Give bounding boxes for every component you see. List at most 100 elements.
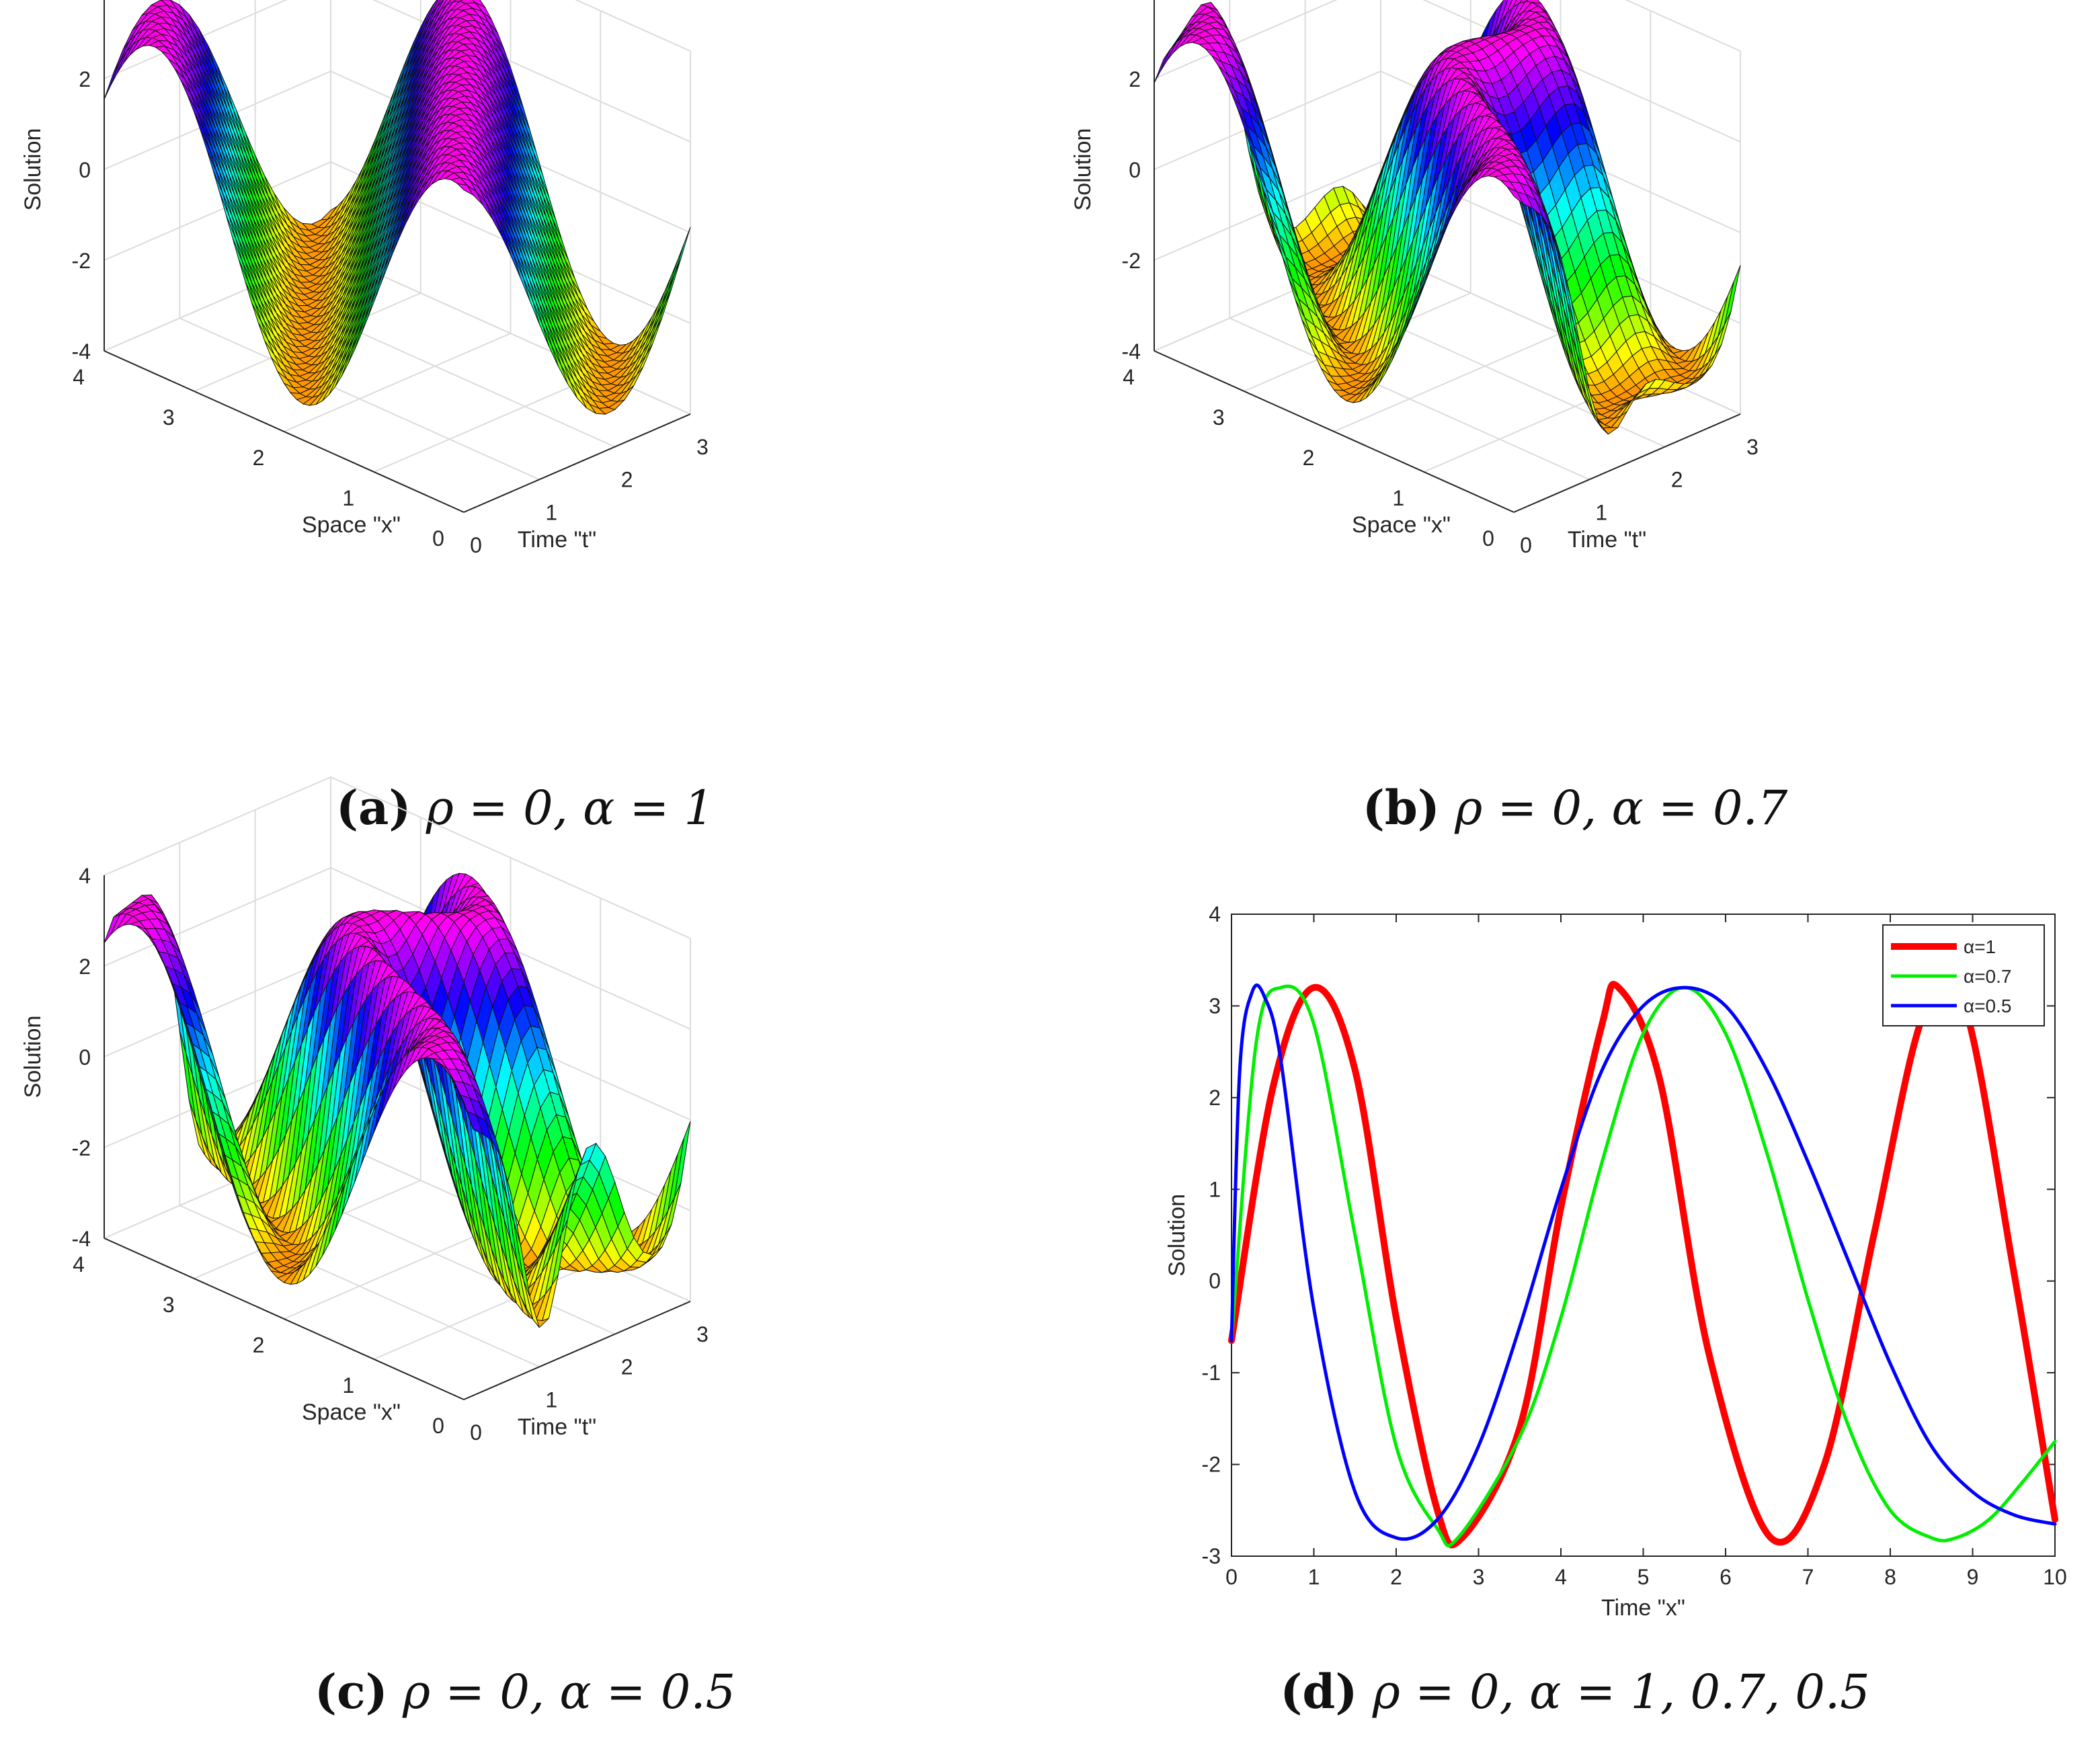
x-tick-label: 9 — [1967, 1565, 1979, 1589]
caption-c: (c) ρ = 0, α = 0.5 — [0, 1664, 1050, 1720]
z-tick-label: 4 — [79, 0, 91, 1]
t-axis-label: Time "t" — [1568, 527, 1646, 553]
z-tick-label: 0 — [79, 158, 91, 182]
t-axis-line — [463, 1301, 691, 1400]
ticks: 0 1 2 3 4 5 6 7 8 9 10 -3 -2 -1 0 1 2 3 4 — [1202, 902, 2067, 1589]
tick-labels: -4 -2 0 2 4 0 1 2 3 0 1 2 3 4 — [72, 0, 709, 557]
x-tick-label: 4 — [73, 365, 85, 389]
caption-b: (b) ρ = 0, α = 0.7 — [1050, 780, 2100, 836]
x-axis-label: Time "x" — [1601, 1595, 1685, 1621]
x-tick-label: 3 — [1473, 1565, 1485, 1589]
z-tick-label: -4 — [72, 1227, 91, 1251]
x-tick-label: 8 — [1884, 1565, 1896, 1589]
x-tick-label: 3 — [1213, 405, 1225, 430]
x-tick-label: 1 — [342, 486, 354, 510]
surface-plot-b: -4 -2 0 2 4 0 1 2 3 0 1 2 3 4 Solution Time "t" Space "x… — [1050, 0, 2100, 773]
surface-mesh — [1154, 0, 1741, 435]
t-axis-line — [463, 413, 691, 513]
surface-patch — [456, 183, 475, 196]
x-tick-label: 7 — [1802, 1565, 1814, 1589]
x-tick-label: 10 — [2043, 1565, 2067, 1589]
x-tick-label: 3 — [163, 1293, 175, 1317]
x-tick-label: 0 — [432, 1414, 444, 1438]
y-tick-label: -1 — [1202, 1361, 1221, 1385]
t-tick-label: 0 — [470, 533, 482, 557]
z-tick-label: 0 — [79, 1045, 91, 1069]
x-tick-label: 4 — [1555, 1565, 1567, 1589]
z-tick-label: 4 — [1129, 0, 1141, 1]
caption-b-tag: (b) — [1362, 780, 1440, 836]
x-axis-line — [1154, 350, 1515, 513]
y-axis-label: Solution — [1164, 1194, 1190, 1277]
z-tick-label: -2 — [1122, 249, 1141, 273]
surface-patch — [456, 1088, 474, 1130]
t-axis-label: Time "t" — [518, 527, 596, 553]
legend-label-0: α=1 — [1964, 936, 1996, 957]
y-tick-label: 0 — [1209, 1269, 1221, 1293]
z-tick-label: 2 — [1129, 67, 1141, 91]
x-tick-label: 2 — [1390, 1565, 1402, 1589]
z-tick-label: -2 — [72, 1136, 91, 1160]
surface-mesh — [104, 873, 691, 1328]
y-tick-label: 1 — [1209, 1177, 1221, 1201]
z-tick-label: -2 — [72, 249, 91, 273]
legend-label-1: α=0.7 — [1964, 966, 2011, 987]
x-tick-label: 0 — [1225, 1565, 1238, 1589]
caption-d-text: ρ = 0, α = 1, 0.7, 0.5 — [1372, 1664, 1870, 1720]
t-tick-label: 3 — [696, 1322, 709, 1346]
t-tick-label: 1 — [545, 1387, 557, 1412]
line-plot-d-canvas: 0 1 2 3 4 5 6 7 8 9 10 -3 -2 -1 0 1 2 3 4 Time "x" Solution α… — [1164, 902, 2067, 1621]
x-tick-label: 4 — [1123, 365, 1135, 389]
x-tick-label: 4 — [73, 1252, 85, 1277]
surface-plot-a: -4 -2 0 2 4 0 1 2 3 0 1 2 3 4 Solution Time "t" Space "x… — [0, 0, 1050, 773]
surface-mesh — [104, 0, 691, 415]
z-tick-label: 0 — [1129, 158, 1141, 182]
t-tick-label: 2 — [621, 468, 633, 492]
legend: α=1 α=0.7 α=0.5 — [1882, 924, 2045, 1026]
x-tick-label: 6 — [1720, 1565, 1732, 1589]
caption-c-text: ρ = 0, α = 0.5 — [403, 1664, 736, 1720]
x-tick-label: 0 — [432, 526, 444, 551]
legend-label-2: α=0.5 — [1964, 996, 2011, 1016]
z-tick-label: 2 — [79, 955, 91, 979]
caption-a: (a) ρ = 0, α = 1 — [0, 780, 1050, 836]
x-tick-label: 2 — [253, 446, 265, 470]
z-axis-label: Solution — [20, 1016, 46, 1098]
t-tick-label: 1 — [1595, 500, 1607, 524]
x-tick-label: 1 — [1308, 1565, 1320, 1589]
z-tick-label: 4 — [79, 864, 91, 888]
t-axis-label: Time "t" — [518, 1414, 596, 1440]
z-tick-label: -4 — [1122, 339, 1141, 364]
x-axis-label: Space "x" — [302, 1400, 401, 1425]
y-tick-label: 4 — [1209, 902, 1221, 926]
t-tick-label: 2 — [1671, 468, 1683, 492]
x-tick-label: 1 — [342, 1373, 354, 1398]
z-tick-label: 2 — [79, 67, 91, 91]
x-axis-line — [104, 350, 465, 513]
series-line-1 — [1229, 984, 2057, 1547]
z-tick-label: -4 — [72, 339, 91, 364]
y-tick-label: 2 — [1209, 1086, 1221, 1110]
x-tick-label: 1 — [1392, 486, 1404, 510]
surface-plot-c-canvas: -4 -2 0 2 4 0 1 2 3 0 1 2 3 4 Solution Time "t" Space "x… — [20, 776, 709, 1445]
t-tick-label: 0 — [1520, 533, 1532, 557]
t-axis-line — [1513, 413, 1741, 513]
x-tick-label: 3 — [163, 405, 175, 430]
surface-patch — [674, 227, 691, 275]
series-line-2 — [1229, 983, 2057, 1541]
x-axis-line — [104, 1238, 465, 1400]
tick-labels: -4 -2 0 2 4 0 1 2 3 0 1 2 3 4 — [1122, 0, 1759, 557]
caption-b-text: ρ = 0, α = 0.7 — [1455, 780, 1788, 836]
x-tick-label: 2 — [1303, 446, 1315, 470]
caption-d: (d) ρ = 0, α = 1, 0.7, 0.5 — [1050, 1664, 2100, 1720]
surface-plot-b-canvas: -4 -2 0 2 4 0 1 2 3 0 1 2 3 4 Solution Time "t" Space "x… — [1070, 0, 1759, 557]
surface-patch — [1601, 427, 1619, 435]
caption-c-tag: (c) — [314, 1664, 388, 1720]
x-axis-label: Space "x" — [1352, 512, 1451, 538]
surface-plot-a-canvas: -4 -2 0 2 4 0 1 2 3 0 1 2 3 4 Solution Time "t" Space "x… — [20, 0, 709, 557]
tick-labels: -4 -2 0 2 4 0 1 2 3 0 1 2 3 4 — [72, 864, 709, 1445]
y-tick-label: -3 — [1202, 1544, 1221, 1568]
t-tick-label: 1 — [545, 500, 557, 524]
surface-patch — [1724, 265, 1741, 325]
t-tick-label: 3 — [1746, 435, 1759, 459]
